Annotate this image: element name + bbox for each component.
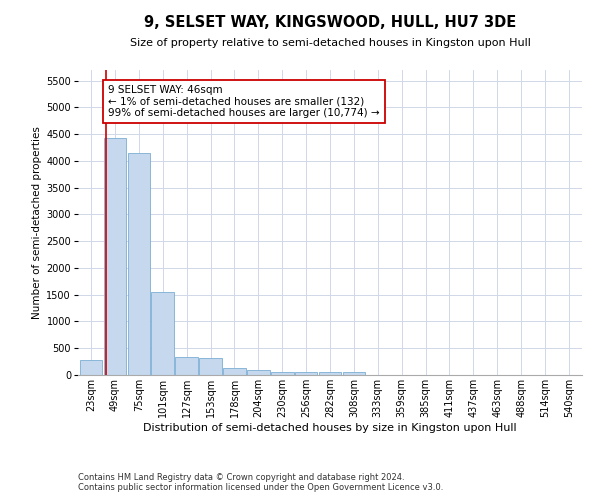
Bar xyxy=(151,292,174,375)
Bar xyxy=(80,360,103,375)
Y-axis label: Number of semi-detached properties: Number of semi-detached properties xyxy=(32,126,42,319)
Bar xyxy=(343,372,365,375)
Bar xyxy=(319,372,341,375)
Bar xyxy=(128,153,150,375)
Bar xyxy=(223,368,246,375)
Text: Size of property relative to semi-detached houses in Kingston upon Hull: Size of property relative to semi-detach… xyxy=(130,38,530,48)
Text: 9 SELSET WAY: 46sqm
← 1% of semi-detached houses are smaller (132)
99% of semi-d: 9 SELSET WAY: 46sqm ← 1% of semi-detache… xyxy=(109,85,380,118)
Bar xyxy=(247,370,269,375)
Bar xyxy=(199,358,222,375)
Bar xyxy=(295,372,317,375)
Text: 9, SELSET WAY, KINGSWOOD, HULL, HU7 3DE: 9, SELSET WAY, KINGSWOOD, HULL, HU7 3DE xyxy=(144,15,516,30)
X-axis label: Distribution of semi-detached houses by size in Kingston upon Hull: Distribution of semi-detached houses by … xyxy=(143,422,517,432)
Bar xyxy=(271,372,293,375)
Bar xyxy=(175,358,198,375)
Text: Contains public sector information licensed under the Open Government Licence v3: Contains public sector information licen… xyxy=(78,482,443,492)
Bar xyxy=(104,138,127,375)
Text: Contains HM Land Registry data © Crown copyright and database right 2024.: Contains HM Land Registry data © Crown c… xyxy=(78,472,404,482)
